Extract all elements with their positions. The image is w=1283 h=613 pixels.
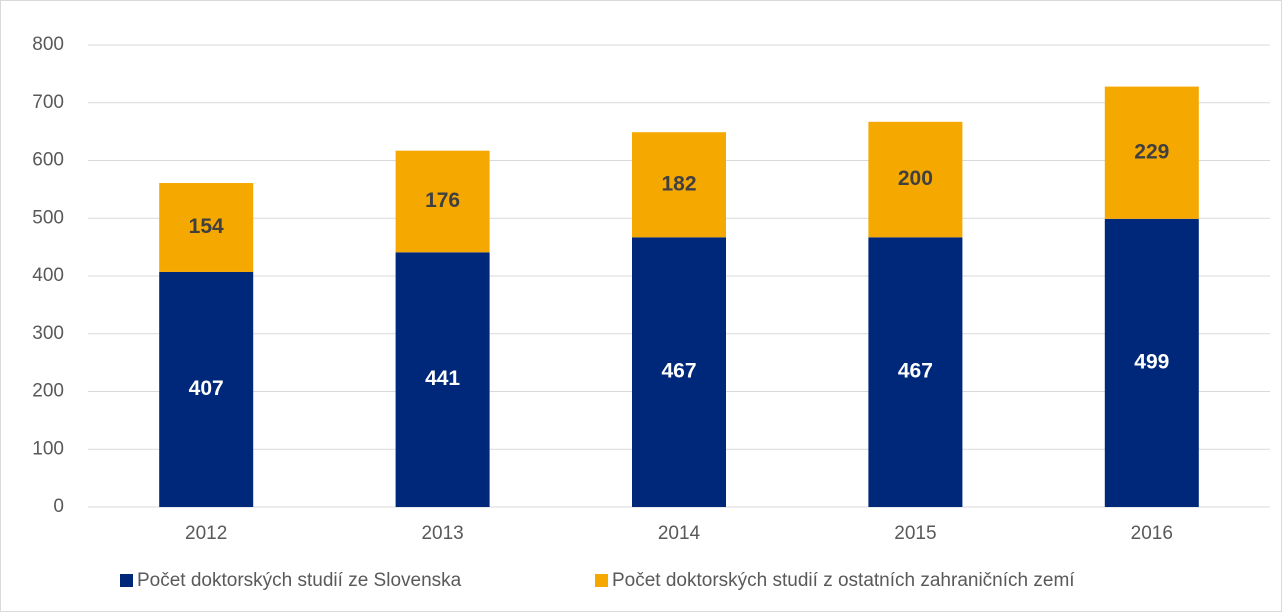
data-label: 467 bbox=[661, 360, 696, 383]
data-label: 441 bbox=[425, 367, 460, 390]
data-label: 182 bbox=[661, 172, 696, 195]
x-tick-label: 2016 bbox=[1131, 523, 1173, 544]
y-tick-label: 400 bbox=[32, 265, 64, 286]
bar-segment bbox=[632, 237, 726, 507]
legend-swatch bbox=[120, 574, 133, 587]
bar-segment bbox=[395, 150, 490, 253]
bar-segment bbox=[868, 121, 963, 238]
bar-segment bbox=[159, 183, 254, 272]
y-tick-label: 500 bbox=[32, 207, 64, 228]
y-tick-label: 600 bbox=[32, 150, 64, 171]
x-tick-label: 2013 bbox=[421, 523, 463, 544]
bar-segment bbox=[395, 252, 490, 507]
y-tick-label: 700 bbox=[32, 92, 64, 113]
legend-swatch bbox=[595, 574, 608, 587]
y-tick-label: 0 bbox=[53, 496, 64, 517]
bar-segment bbox=[159, 271, 254, 507]
x-tick-label: 2012 bbox=[185, 523, 227, 544]
bar-segment bbox=[1104, 86, 1199, 219]
x-tick-label: 2014 bbox=[658, 523, 701, 544]
x-tick-label: 2015 bbox=[894, 523, 936, 544]
data-label: 176 bbox=[425, 189, 460, 212]
bar-segment bbox=[632, 132, 726, 238]
bar-segment bbox=[1104, 218, 1199, 507]
y-tick-label: 100 bbox=[32, 438, 64, 459]
data-label: 467 bbox=[898, 360, 933, 383]
y-tick-label: 200 bbox=[32, 381, 64, 402]
data-label: 499 bbox=[1134, 350, 1169, 373]
data-label: 154 bbox=[189, 215, 224, 238]
legend-label: Počet doktorských studií z ostatních zah… bbox=[612, 570, 1075, 591]
data-label: 200 bbox=[898, 167, 933, 190]
legend-label: Počet doktorských studií ze Slovenska bbox=[137, 570, 462, 591]
y-tick-label: 800 bbox=[32, 34, 64, 55]
bar-segment bbox=[868, 237, 963, 507]
data-label: 229 bbox=[1134, 140, 1169, 163]
data-label: 407 bbox=[189, 377, 224, 400]
y-tick-label: 300 bbox=[32, 323, 64, 344]
